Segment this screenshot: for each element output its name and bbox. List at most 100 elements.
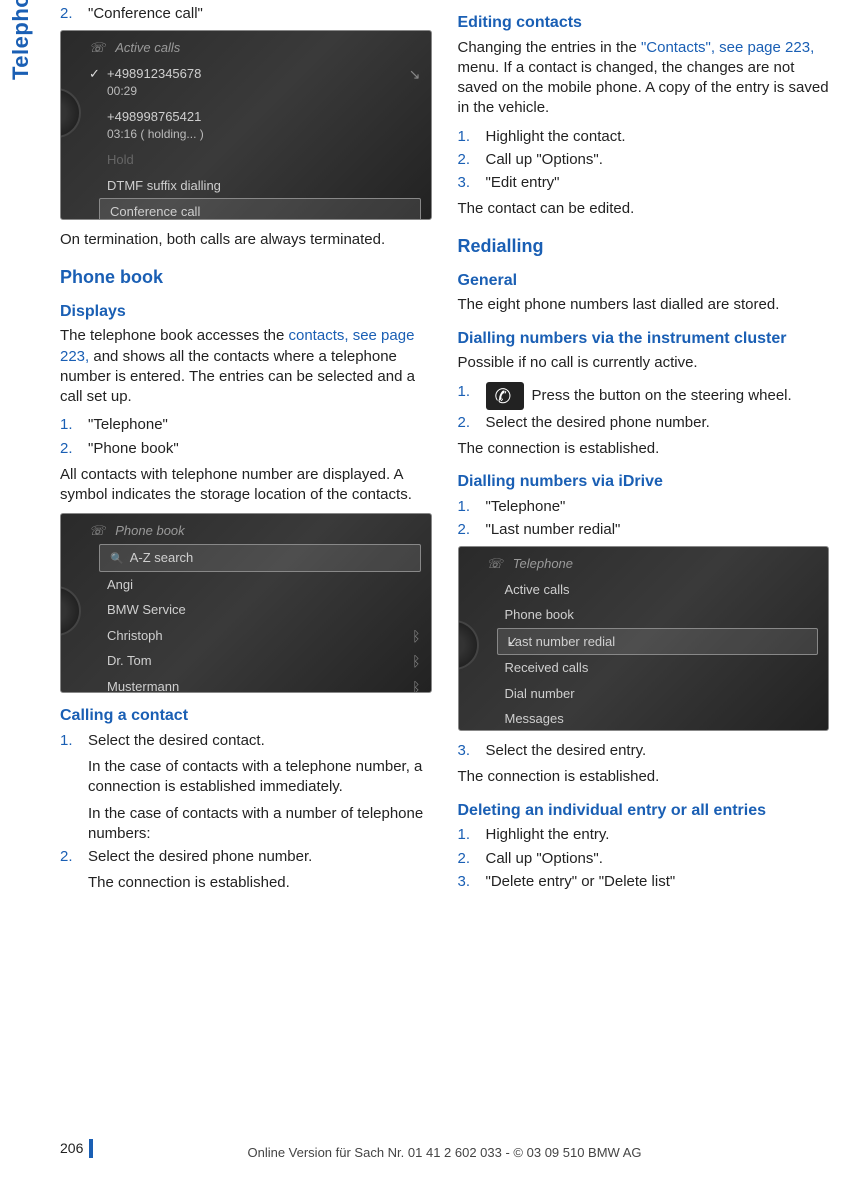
list-item: 2. Select the desired phone number.The co… [60, 847, 432, 894]
step-number: 3. [458, 741, 476, 761]
steering-wheel-phone-icon [486, 382, 524, 410]
step-number: 3. [458, 872, 476, 892]
heading-calling-contact: Calling a contact [60, 705, 432, 727]
list-item: 1.Highlight the contact. [458, 127, 830, 147]
list-item: 1. Highlight the entry. [458, 825, 830, 845]
list-item: 2. Call up "Options". [458, 849, 830, 869]
text-fragment: and shows all the contacts where a telep… [60, 348, 415, 406]
step-number: 2. [60, 847, 78, 867]
body-text: All contacts with telephone number are d… [60, 465, 432, 506]
list-item: 1. Press the button on the steering wheel… [458, 382, 830, 410]
menu-option-dtmf: DTMF suffix dialling [79, 173, 431, 199]
phone-icon [89, 522, 109, 540]
list-item: 1. "Telephone" [458, 497, 830, 517]
heading-dial-idrive: Dialling numbers via iDrive [458, 471, 830, 493]
heading-redialling: Redialling [458, 234, 830, 258]
text-fragment: The telephone book accesses the [60, 327, 289, 344]
bluetooth-icon: ᛒ [412, 627, 420, 646]
phone-icon [487, 555, 507, 573]
list-item: 3. Select the desired entry. [458, 741, 830, 761]
step-number: 1. [60, 731, 78, 751]
step-subtext: In the case of contacts with a number of… [88, 804, 432, 845]
step-text: Call up "Options". [486, 849, 830, 869]
step-text: Press the button on the steering wheel. [486, 382, 830, 410]
cross-ref-link[interactable]: "Contacts", see page 223, [641, 39, 814, 56]
body-text: Changing the entries in the "Contacts", … [458, 38, 830, 119]
list-item: 2. "Phone book" [60, 439, 432, 459]
step-number: 3. [458, 173, 476, 193]
incoming-icon: ↘ [409, 65, 421, 84]
step-text: "Conference call" [88, 4, 432, 24]
step-number: 2. [458, 520, 476, 540]
body-text: The connection is established. [458, 439, 830, 459]
page-columns: 2. "Conference call" Active calls +49891… [60, 0, 829, 900]
list-item: 3. "Delete entry" or "Delete list" [458, 872, 830, 892]
step-text: Call up "Options". [486, 150, 830, 170]
menu-row: Last number redial [497, 628, 819, 656]
contact-row: Angi [79, 572, 431, 598]
controller-arc-decor [458, 620, 479, 670]
search-row: A-Z search [99, 544, 421, 572]
body-text: The telephone book accesses the contacts… [60, 326, 432, 407]
step-number: 2. [458, 150, 476, 170]
step-text: "Phone book" [88, 439, 432, 459]
list-item: 2. "Last number redial" [458, 520, 830, 540]
call-entry: +498998765421 03:16 ( holding... ) [79, 104, 431, 147]
heading-displays: Displays [60, 301, 432, 323]
call-entry: +498912345678↘ 00:29 [79, 61, 431, 104]
page-footer: 206 Online Version für Sach Nr. 01 41 2 … [60, 1144, 829, 1162]
list-item: 1."Telephone" [60, 415, 432, 435]
body-text: The eight phone numbers last dialled are… [458, 295, 830, 315]
step-number: 1. [60, 415, 78, 435]
step-text: Select the desired phone number.The conn… [88, 847, 432, 894]
step-number: 2. [458, 849, 476, 869]
idrive-screenshot-telephone-menu: Telephone Active callsPhone bookLast num… [458, 546, 830, 731]
heading-editing-contacts: Editing contacts [458, 12, 830, 34]
list-item: 1.Select the desired contact.In the case… [60, 731, 432, 844]
contact-row: Mustermannᛒ [79, 674, 431, 693]
heading-general: General [458, 270, 830, 292]
screenshot-header: Active calls [115, 39, 180, 57]
call-number: +498998765421 [107, 109, 201, 124]
call-duration: 00:29 [107, 84, 137, 98]
menu-row: Active calls [477, 577, 829, 603]
step-text: Highlight the entry. [486, 825, 830, 845]
menu-option-hold: Hold [79, 147, 431, 173]
step-number: 1. [458, 382, 476, 402]
step-number: 1. [458, 825, 476, 845]
menu-row: Received calls [477, 655, 829, 681]
controller-arc-decor [60, 586, 81, 636]
step-text: Highlight the contact. [486, 127, 830, 147]
list-item: 2.Select the desired phone number. [458, 413, 830, 433]
menu-option-conference: Conference call [99, 198, 421, 220]
step-number: 1. [458, 497, 476, 517]
side-tab-label: Telephone [6, 0, 36, 80]
step-text: Select the desired entry. [486, 741, 830, 761]
heading-delete-entry: Deleting an individual entry or all entr… [458, 800, 830, 822]
call-duration: 03:16 ( holding... ) [107, 127, 204, 141]
step-number: 2. [60, 4, 78, 24]
bluetooth-icon: ᛒ [412, 652, 420, 671]
step-text: "Telephone" [486, 497, 830, 517]
step-subtext: In the case of contacts with a telephone… [88, 757, 432, 798]
menu-row: Dial number [477, 681, 829, 707]
step-text: "Delete entry" or "Delete list" [486, 872, 830, 892]
menu-row: Phone book [477, 602, 829, 628]
list-item: 2. Call up "Options". [458, 150, 830, 170]
text-fragment: Changing the entries in the [458, 39, 641, 56]
left-column: 2. "Conference call" Active calls +49891… [60, 0, 432, 900]
bluetooth-icon: ᛒ [412, 678, 420, 693]
right-column: Editing contacts Changing the entries in… [458, 0, 830, 900]
body-text: The contact can be edited. [458, 199, 830, 219]
idrive-screenshot-active-calls: Active calls +498912345678↘ 00:29 +49899… [60, 30, 432, 220]
step-text: "Edit entry" [486, 173, 830, 193]
body-text: On termination, both calls are always te… [60, 230, 432, 250]
step-number: 2. [60, 439, 78, 459]
step-text: "Last number redial" [486, 520, 830, 540]
text-fragment: menu. If a contact is changed, the chang… [458, 59, 829, 117]
list-item: 2. "Conference call" [60, 4, 432, 24]
body-text: The connection is established. [458, 767, 830, 787]
page-number: 206 [60, 1139, 93, 1158]
controller-arc-decor [60, 88, 81, 138]
list-item: 3. "Edit entry" [458, 173, 830, 193]
